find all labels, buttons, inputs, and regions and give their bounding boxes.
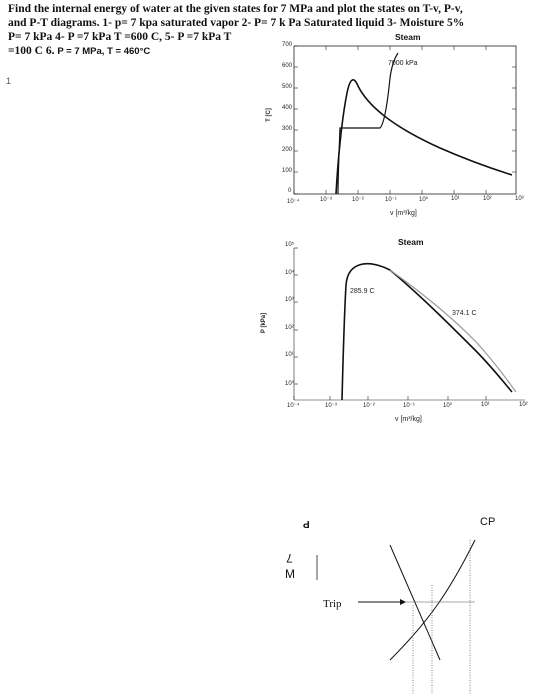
pv-chart: 285.9 C 374.1 C (293, 247, 525, 401)
pv-ytick-5: 10¹ (285, 352, 294, 358)
pt-m-label: M (285, 567, 295, 581)
pv-label-285: 285.9 C (350, 288, 375, 295)
pv-isotherm-374 (389, 269, 517, 393)
pv-ytick-4: 10² (285, 325, 294, 331)
tv-xtick-8: 10³ (515, 196, 524, 202)
tv-ytick-200: 200 (282, 147, 293, 153)
question-text: Find the internal energy of water at the… (8, 2, 538, 59)
pv-xtick-1: 10⁻⁴ (287, 403, 300, 409)
tv-xtick-1: 10⁻⁴ (287, 199, 300, 205)
tv-isobar-label: 7000 kPa (388, 60, 418, 67)
pv-label-374: 374.1 C (452, 310, 477, 317)
pv-ylabel: P [kPa] (261, 312, 268, 334)
pv-xtick-4: 10⁻¹ (403, 403, 415, 409)
tv-ytick-300: 300 (282, 126, 293, 132)
tv-xtick-3: 10⁻² (352, 197, 364, 203)
margin-mark: 1 (6, 76, 12, 86)
tv-ytick-0: 0 (288, 188, 292, 194)
tv-xtick-5: 10⁰ (419, 197, 429, 203)
question-line-3: P= 7 kPa 4- P =7 kPa T =600 C, 5- P =7 k… (8, 31, 232, 43)
pv-chart-title: Steam (398, 237, 424, 247)
pt-p-label: P (303, 518, 310, 529)
pv-ytick-3: 10³ (285, 297, 294, 303)
pv-xlabel: v [m³/kg] (395, 416, 422, 423)
tv-saturation-dome (335, 79, 513, 195)
tv-chart-title: Steam (395, 32, 421, 42)
tv-ytick-100: 100 (282, 168, 293, 174)
pv-ytick-6: 10⁰ (285, 381, 295, 387)
question-line-2: and P-T diagrams. 1- p= 7 kpa saturated … (8, 17, 465, 29)
pv-xtick-3: 10⁻² (363, 403, 375, 409)
tv-ylabel: T [C] (265, 108, 272, 122)
tv-xlabel: v [m³/kg] (390, 210, 417, 217)
tv-isobar-7000kpa (337, 52, 399, 195)
pt-trip-label: Trip (323, 598, 342, 610)
tv-chart: 7000 kPa (293, 45, 517, 195)
question-line-4: =100 C 6. P = 7 MPa, T = 460°C (8, 44, 538, 59)
question-line-4a: =100 C 6. (8, 45, 55, 57)
pt-cp-label: CP (480, 516, 496, 528)
tv-xtick-4: 10⁻¹ (385, 197, 397, 203)
pv-xtick-6: 10¹ (481, 402, 490, 408)
pt-sketch (316, 539, 476, 695)
tv-xtick-7: 10² (483, 196, 492, 202)
question-line-1: Find the internal energy of water at the… (8, 3, 463, 15)
question-line-4b: P = 7 MPa, T = 460°C (57, 46, 151, 57)
tv-xtick-6: 10¹ (451, 196, 460, 202)
pv-xtick-5: 10⁰ (443, 403, 453, 409)
pt-vaporization-curve (389, 539, 476, 661)
pv-xtick-7: 10² (519, 402, 528, 408)
tv-xtick-2: 10⁻³ (320, 197, 332, 203)
tv-ytick-500: 500 (282, 84, 293, 90)
pv-xtick-2: 10⁻³ (325, 403, 337, 409)
pv-ytick-1: 10⁵ (285, 242, 295, 248)
tv-ytick-700: 700 (282, 42, 293, 48)
pv-saturation-dome (341, 263, 513, 401)
tv-ytick-400: 400 (282, 105, 293, 111)
pv-ytick-2: 10⁴ (285, 270, 295, 276)
pt-7-label: 7 (286, 551, 293, 565)
tv-ytick-600: 600 (282, 63, 293, 69)
